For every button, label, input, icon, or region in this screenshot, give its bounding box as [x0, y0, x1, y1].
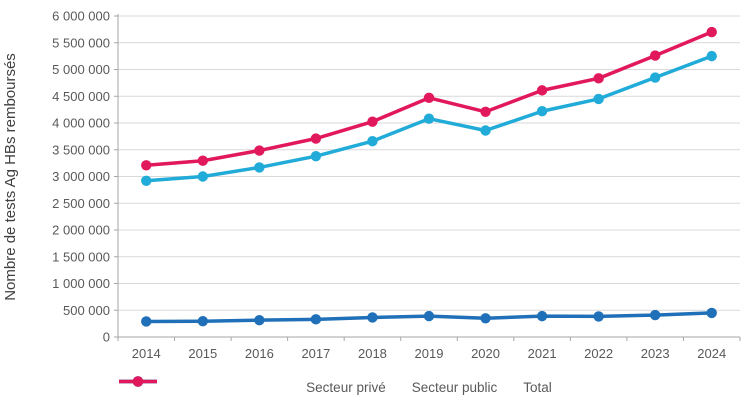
legend-label: Total [523, 379, 552, 395]
data-point [536, 85, 548, 96]
data-point [141, 160, 152, 171]
y-tick-label: 0 [103, 330, 110, 345]
x-tick-label: 2017 [301, 346, 330, 361]
chart-legend: Secteur privé Secteur public Total [118, 375, 740, 399]
x-tick-label: 2018 [358, 346, 387, 361]
legend-label: Secteur privé [306, 379, 386, 395]
data-point [423, 310, 435, 322]
series-total [141, 26, 717, 171]
y-tick-label: 1 500 000 [52, 249, 110, 264]
legend-item-secteur-prive: Secteur privé [119, 376, 386, 395]
x-tick-label: 2023 [641, 346, 670, 361]
data-point [310, 150, 322, 162]
data-point [536, 106, 548, 117]
data-series [141, 26, 717, 327]
data-point [141, 175, 152, 186]
y-tick-label: 5 000 000 [52, 62, 110, 77]
legend-dot [132, 376, 144, 387]
data-point [254, 145, 265, 156]
x-tick-label: 2022 [584, 346, 613, 361]
series-secteur-prive [141, 50, 717, 186]
data-point [197, 171, 209, 182]
data-point [254, 162, 265, 173]
x-tick-label: 2016 [245, 346, 274, 361]
data-point [649, 309, 661, 321]
data-point [367, 312, 378, 323]
data-point [536, 310, 548, 322]
data-point [593, 73, 604, 84]
data-point [649, 72, 661, 83]
y-tick-label: 500 000 [63, 303, 110, 318]
y-tick-label: 3 500 000 [52, 142, 110, 157]
data-point [310, 133, 322, 144]
y-axis-title: Nombre de tests Ag HBs remboursés [2, 53, 19, 301]
y-tick-label: 3 000 000 [52, 169, 110, 184]
y-tick-label: 5 500 000 [52, 35, 110, 50]
x-tick-label: 2020 [471, 346, 500, 361]
legend-label: Secteur public [411, 379, 498, 395]
y-tick-label: 2 000 000 [52, 223, 110, 238]
data-point [141, 316, 152, 327]
data-point [593, 311, 604, 322]
data-point [367, 135, 378, 147]
data-point [367, 116, 378, 127]
legend-marker-icon [119, 376, 157, 387]
y-tick-label: 6 000 000 [52, 9, 110, 24]
y-tick-label: 4 000 000 [52, 116, 110, 131]
y-tick-label: 2 500 000 [52, 196, 110, 211]
plot-area: 0 500 000 1 000 000 1 500 000 2 000 000 2 500… [2, 9, 741, 362]
x-tick-label: 2019 [415, 346, 444, 361]
axes [114, 14, 741, 341]
data-point [423, 113, 435, 124]
x-tick-label: 2024 [697, 346, 726, 361]
x-tick-label: 2021 [528, 346, 557, 361]
data-point [706, 50, 717, 62]
data-point [310, 314, 322, 325]
y-tick-label: 4 500 000 [52, 89, 110, 104]
legend-item-secteur-public: Secteur public [119, 376, 498, 395]
data-point [480, 106, 491, 117]
data-point [706, 26, 717, 38]
legend-item-total: Total [119, 376, 552, 395]
series-secteur-public [141, 307, 717, 327]
data-point [254, 314, 265, 326]
data-point [423, 92, 435, 104]
data-point [593, 93, 604, 105]
data-point [197, 155, 209, 166]
data-point [197, 316, 209, 327]
data-point [480, 125, 491, 136]
data-point [706, 307, 717, 319]
data-point [649, 50, 661, 61]
data-point [480, 313, 491, 324]
x-tick-label: 2015 [188, 346, 217, 361]
y-tick-label: 1 000 000 [52, 276, 110, 291]
tick-labels: 0 500 000 1 000 000 1 500 000 2 000 000 2 500… [52, 9, 726, 362]
x-tick-label: 2014 [132, 346, 161, 361]
